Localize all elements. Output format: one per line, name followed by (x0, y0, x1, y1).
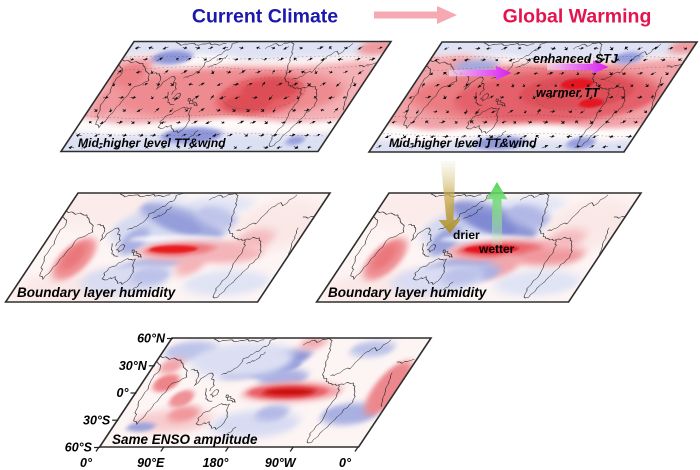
svg-text:Global Warming: Global Warming (503, 6, 652, 28)
svg-text:60°S: 60°S (65, 441, 93, 455)
svg-text:enhanced STJ: enhanced STJ (533, 52, 619, 66)
svg-text:180°: 180° (203, 456, 230, 470)
svg-text:warmer TT: warmer TT (536, 86, 601, 100)
svg-text:Mid-higher level TT&wind: Mid-higher level TT&wind (78, 136, 226, 150)
svg-text:drier: drier (453, 228, 480, 242)
svg-text:Boundary layer humidity: Boundary layer humidity (328, 285, 488, 300)
svg-text:Same ENSO amplitude: Same ENSO amplitude (112, 432, 258, 447)
svg-text:wetter: wetter (478, 242, 515, 256)
svg-text:Mid-higher level TT&wind: Mid-higher level TT&wind (389, 136, 537, 150)
svg-text:30°S: 30°S (83, 413, 111, 427)
svg-text:Current Climate: Current Climate (192, 6, 338, 28)
svg-text:0°: 0° (339, 456, 352, 470)
svg-text:0°: 0° (117, 386, 130, 400)
svg-text:Boundary layer humidity: Boundary layer humidity (17, 285, 177, 300)
svg-text:30°N: 30°N (119, 359, 148, 373)
svg-text:90°W: 90°W (265, 456, 297, 470)
svg-text:0°: 0° (80, 456, 93, 470)
svg-text:90°E: 90°E (137, 456, 165, 470)
svg-text:60°N: 60°N (137, 332, 166, 346)
